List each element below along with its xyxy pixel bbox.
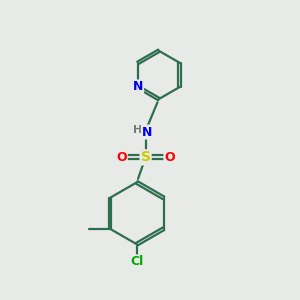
Text: H: H <box>133 125 142 135</box>
Text: O: O <box>164 151 175 164</box>
Text: Cl: Cl <box>130 255 143 268</box>
Text: S: S <box>141 150 151 164</box>
Text: N: N <box>142 125 152 139</box>
Text: N: N <box>133 80 143 94</box>
Text: O: O <box>116 151 127 164</box>
